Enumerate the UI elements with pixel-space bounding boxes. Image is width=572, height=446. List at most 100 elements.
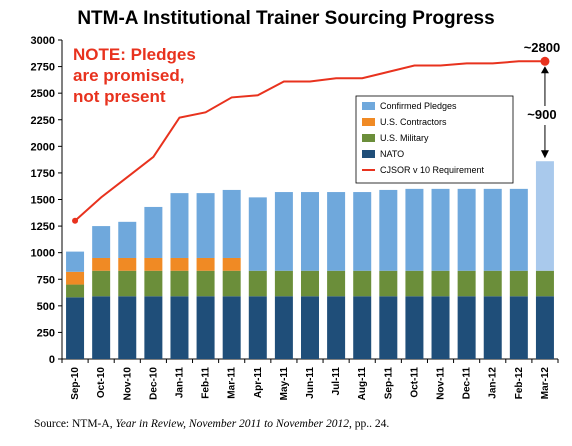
bar-u-s-contractors — [170, 257, 189, 271]
bar-nato — [457, 296, 476, 359]
bar-u-s-military — [353, 270, 372, 297]
callout-arrowhead-down — [540, 150, 549, 159]
source-title: Year in Review, November 2011 to Novembe… — [115, 418, 350, 430]
bar-nato — [66, 297, 85, 359]
x-tick-label: Nov-10 — [122, 367, 133, 401]
bar-u-s-contractors — [144, 257, 163, 271]
bar-u-s-military — [535, 270, 554, 297]
bar-nato — [431, 296, 450, 359]
x-tick-label: Mar-11 — [227, 367, 238, 399]
bar-u-s-military — [509, 270, 528, 297]
x-tick-label: Feb-11 — [201, 367, 212, 399]
legend-swatch — [362, 102, 375, 110]
bar-nato — [353, 296, 372, 359]
bar-u-s-contractors — [222, 257, 241, 271]
bar-u-s-military — [66, 284, 85, 298]
x-tick-label: Sep-11 — [383, 367, 394, 400]
legend-label: NATO — [380, 149, 404, 159]
bar-confirmed-pledges — [431, 188, 450, 271]
legend-swatch — [362, 118, 375, 126]
y-tick-labels: 0 250 500 750 1000 1250 1500 1750 2000 2250 2500 27… — [31, 35, 55, 366]
x-tick-label: Dec-10 — [148, 367, 159, 400]
bar-nato — [196, 296, 215, 359]
x-tick-label: Jan-12 — [488, 367, 499, 399]
bars — [66, 161, 554, 359]
callout-gap: ~900 — [527, 107, 556, 122]
legend: Confirmed Pledges U.S. Contractors U.S. Mi… — [355, 95, 514, 184]
x-tick-label: Nov-11 — [436, 367, 447, 400]
bar-u-s-military — [431, 270, 450, 297]
bar-confirmed-pledges — [274, 192, 293, 271]
y-tick-label: 1000 — [31, 248, 55, 260]
x-tick-label: Aug-11 — [357, 367, 368, 401]
bar-confirmed-pledges — [405, 188, 424, 271]
legend-swatch — [362, 150, 375, 158]
bar-nato — [170, 296, 189, 359]
legend-label: U.S. Contractors — [380, 117, 447, 127]
callout-arrowhead-up — [540, 66, 549, 74]
x-tick-label: Apr-11 — [253, 367, 264, 399]
source-citation: Source: NTM-A, Year in Review, November … — [34, 418, 389, 430]
y-tick-label: 500 — [37, 301, 55, 313]
bar-confirmed-pledges — [457, 188, 476, 271]
bar-confirmed-pledges — [196, 193, 215, 258]
y-tick-label: 1750 — [31, 168, 55, 180]
bar-u-s-military — [301, 270, 319, 297]
bar-nato — [248, 296, 267, 359]
bar-nato — [118, 296, 137, 359]
bar-u-s-military — [457, 270, 476, 297]
y-tick-label: 2750 — [31, 62, 55, 74]
y-tick-label: 1500 — [31, 195, 55, 207]
bar-u-s-military — [248, 270, 267, 297]
bar-confirmed-pledges — [170, 193, 189, 258]
y-tick-label: 2000 — [31, 141, 55, 153]
bar-nato — [405, 296, 424, 359]
x-tick-labels: Sep-10 Oct-10 Nov-10 Dec-10 Jan-11 Feb-11 Mar-… — [70, 367, 551, 401]
bar-confirmed-pledges — [509, 188, 528, 271]
legend-label: U.S. Military — [380, 133, 429, 143]
bar-confirmed-pledges — [379, 189, 398, 271]
requirement-line-path — [74, 60, 545, 222]
chart-title: NTM-A Institutional Trainer Sourcing Pro… — [77, 8, 494, 29]
x-tick-label: Mar-12 — [540, 367, 551, 400]
chart: NTM-A Institutional Trainer Sourcing Pro… — [31, 8, 561, 401]
bar-u-s-military — [170, 270, 189, 297]
bar-confirmed-pledges — [144, 206, 163, 258]
bar-u-s-military — [405, 270, 424, 297]
legend-label: Confirmed Pledges — [380, 101, 457, 111]
bar-u-s-military — [222, 270, 241, 297]
bar-confirmed-pledges — [301, 192, 319, 271]
bar-nato — [92, 296, 111, 359]
callout-requirement: ~2800 — [524, 40, 561, 55]
bar-u-s-military — [196, 270, 215, 297]
bar-confirmed-pledges — [222, 189, 241, 258]
bar-confirmed-pledges — [353, 192, 372, 271]
bar-u-s-military — [274, 270, 293, 297]
bar-confirmed-pledges — [66, 251, 85, 272]
x-tick-label: Jun-11 — [305, 367, 316, 399]
x-tick-label: Dec-11 — [462, 367, 473, 400]
bar-u-s-military — [379, 270, 398, 297]
line-start-point — [72, 217, 79, 224]
bar-u-s-contractors — [92, 257, 111, 271]
note-line-3: not present — [73, 87, 166, 106]
bar-u-s-military — [92, 270, 111, 297]
bar-u-s-military — [483, 270, 502, 297]
y-tick-label: 2500 — [31, 88, 55, 100]
bar-confirmed-pledges — [535, 161, 554, 271]
bar-u-s-military — [118, 270, 137, 297]
bar-u-s-contractors — [196, 257, 215, 271]
note-line-2: are promised, — [73, 66, 185, 85]
annotations: NOTE: Pledges are promised, not present ~28… — [73, 40, 561, 159]
line-end-point — [540, 56, 550, 66]
legend-label: CJSOR v 10 Requirement — [380, 165, 485, 175]
bar-u-s-contractors — [118, 257, 137, 271]
y-tick-label: 0 — [49, 354, 55, 366]
x-tick-label: Jan-11 — [174, 367, 185, 399]
note-line-1: NOTE: Pledges — [73, 45, 196, 64]
bar-confirmed-pledges — [248, 197, 267, 271]
bar-nato — [535, 296, 554, 359]
x-tick-label: Sep-10 — [70, 367, 81, 400]
bar-nato — [301, 296, 319, 359]
x-tick-label: Feb-12 — [514, 367, 525, 400]
